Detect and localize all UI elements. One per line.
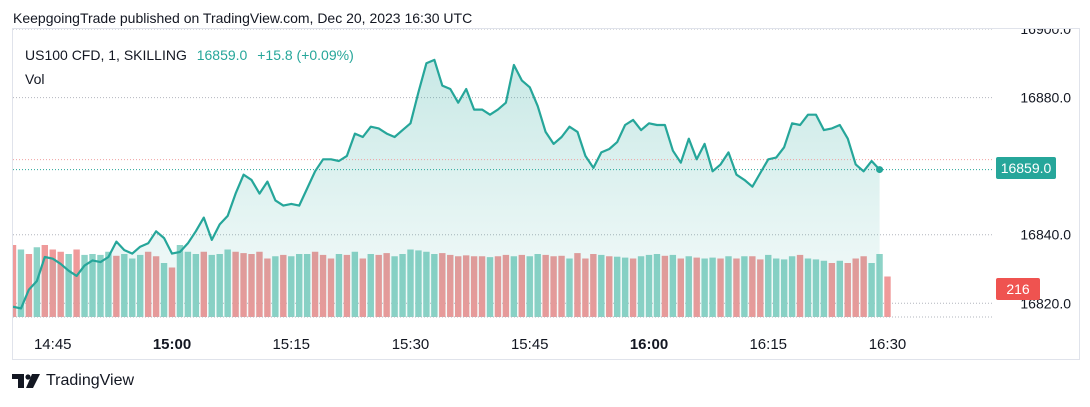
price-change: +15.8 (+0.09%) (257, 47, 354, 63)
y-tick-label: 16840.0 (1020, 227, 1071, 243)
x-tick-label: 14:45 (34, 336, 72, 353)
volume-tag: 216 (996, 278, 1040, 300)
publisher-header: KeepgoingTrade published on TradingView.… (13, 10, 473, 26)
brand-name: TradingView (46, 372, 135, 389)
y-tick-label: 16880.0 (1020, 90, 1071, 106)
price-volume-chart[interactable]: 14:45 15:00 15:15 15:30 15:45 16:00 16:15 16:30… (13, 29, 1080, 360)
footer-brand[interactable]: TradingView (12, 372, 134, 390)
legend: US100 CFD, 1, SKILLING 16859.0 +15.8 (+0… (25, 47, 354, 63)
last-price-dot (876, 166, 884, 174)
price-line (13, 58, 881, 310)
volume-bar (884, 276, 891, 317)
price-area (13, 59, 880, 318)
last-price-tag: 16859.0 (996, 157, 1056, 179)
x-tick-label: 16:00 (630, 336, 668, 353)
x-tick-label: 15:45 (511, 336, 549, 353)
x-tick-label: 15:30 (392, 336, 430, 353)
last-price: 16859.0 (196, 47, 248, 63)
volume-bar (25, 254, 33, 317)
volume-bar (13, 245, 17, 317)
x-tick-label: 15:00 (153, 336, 191, 353)
x-tick-label: 16:30 (869, 336, 907, 353)
symbol-label: US100 CFD, 1, SKILLING (25, 47, 187, 63)
volume-bar (17, 249, 25, 317)
x-tick-label: 16:15 (749, 336, 787, 353)
volume-label: Vol (25, 71, 45, 87)
y-tick-label: 16900.0 (1020, 29, 1071, 37)
tradingview-logo-icon (12, 374, 40, 388)
chart-area[interactable]: 14:45 15:00 15:15 15:30 15:45 16:00 16:15 16:30… (12, 28, 1080, 360)
x-tick-label: 15:15 (272, 336, 310, 353)
